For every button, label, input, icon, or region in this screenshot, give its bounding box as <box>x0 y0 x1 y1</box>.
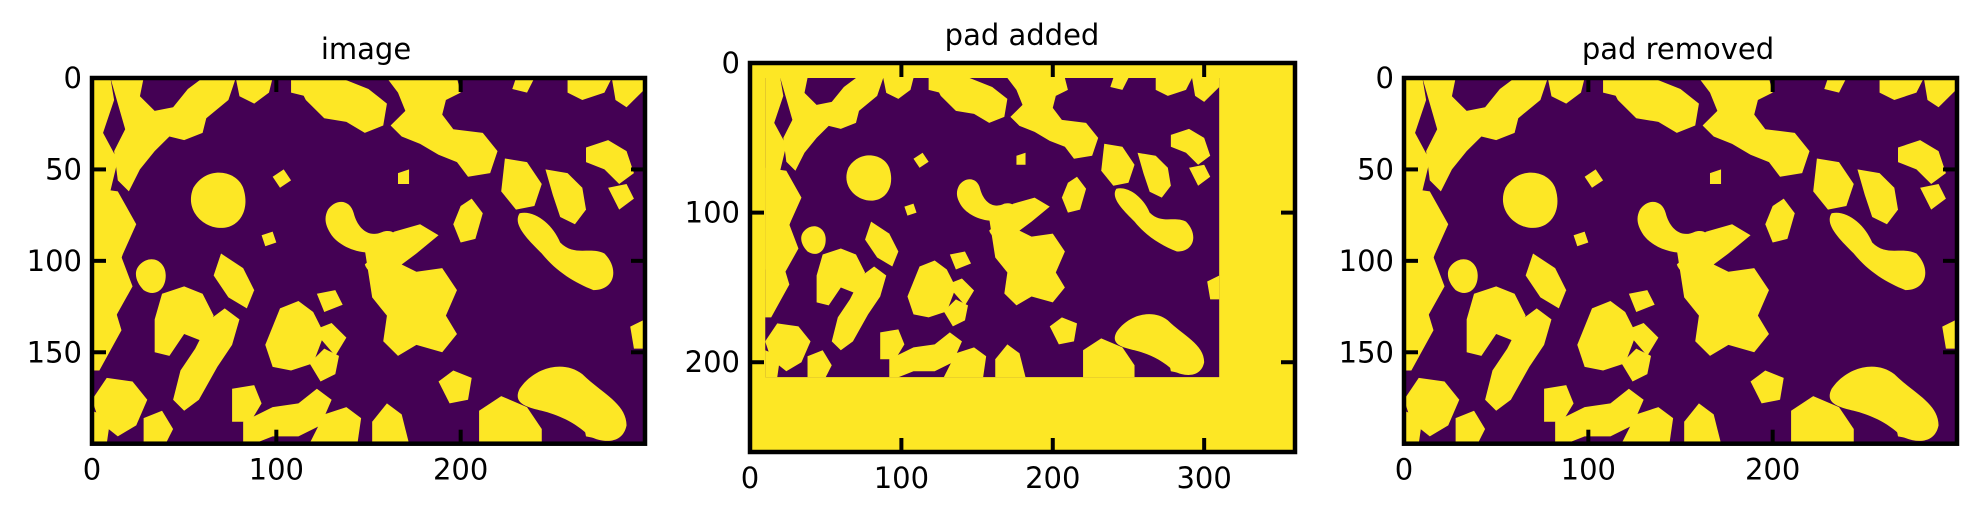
panel-title: image <box>321 32 411 66</box>
axes-frame <box>747 60 1298 455</box>
panel-pad-removed: pad removed 0 100 200 0 50 100 150 <box>1339 32 1960 487</box>
panel-pad-added: pad added 0 100 200 300 0 100 200 <box>685 18 1298 495</box>
panel-title: pad removed <box>1582 32 1774 66</box>
tick-label: 0 <box>741 461 759 495</box>
tick-label: 200 <box>685 345 740 379</box>
tick-label: 0 <box>64 61 82 95</box>
heatmap-pad-removed <box>1404 78 1957 444</box>
tick-label: 50 <box>1357 152 1394 186</box>
tick-label: 0 <box>1376 61 1394 95</box>
tick-label: 100 <box>249 453 304 487</box>
tick-label: 200 <box>1745 453 1800 487</box>
panel-image: image 0 100 200 0 50 100 150 <box>27 32 648 487</box>
panel-title: pad added <box>945 18 1100 52</box>
axis-ticks: 0 100 200 300 0 100 200 <box>685 46 1295 495</box>
heatmap-image <box>92 78 645 444</box>
tick-label: 0 <box>1395 453 1413 487</box>
tick-label: 100 <box>874 461 929 495</box>
heatmap-pad-added <box>750 63 1296 453</box>
tick-label: 100 <box>1339 244 1394 278</box>
tick-label: 50 <box>45 152 82 186</box>
tick-label: 0 <box>83 453 101 487</box>
tick-label: 200 <box>433 453 488 487</box>
tick-label: 100 <box>27 244 82 278</box>
axis-ticks: 0 100 200 0 50 100 150 <box>27 61 645 487</box>
tick-label: 0 <box>722 46 740 80</box>
tick-label: 100 <box>1561 453 1616 487</box>
tick-label: 100 <box>685 196 740 230</box>
axis-ticks: 0 100 200 0 50 100 150 <box>1339 61 1957 487</box>
tick-label: 150 <box>27 335 82 369</box>
tick-label: 300 <box>1176 461 1231 495</box>
tick-label: 200 <box>1025 461 1080 495</box>
tick-label: 150 <box>1339 335 1394 369</box>
